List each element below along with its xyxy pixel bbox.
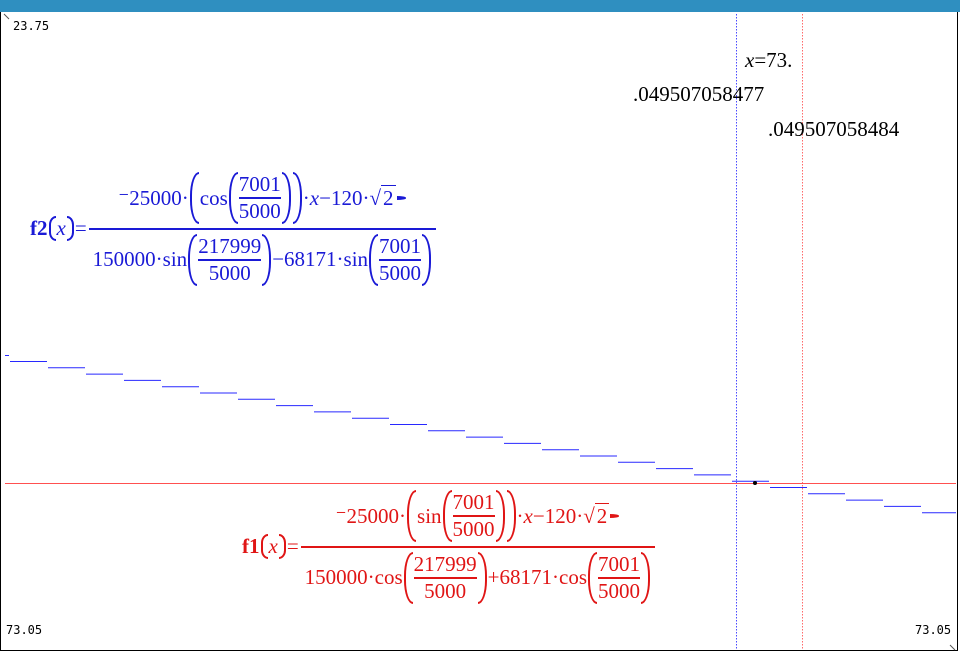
f1-num-tail: −120· xyxy=(532,503,584,528)
f2-num-tail: −120· xyxy=(319,185,370,210)
f1-numerator: ⁻25000· sin 7001 5000 · x −120· √ 2 xyxy=(331,490,624,546)
f1-den-func1: cos xyxy=(374,565,403,589)
f2-numerator: ⁻25000· cos 7001 5000 · x −120· √ 2 xyxy=(114,172,410,228)
f1-num-var: x xyxy=(523,503,533,528)
f2-fraction: ⁻25000· cos 7001 5000 · x −120· √ 2 150000· … xyxy=(88,172,437,286)
f2-num-dot: · xyxy=(302,185,310,210)
f1-num-frac-num: 7001 xyxy=(452,490,495,514)
x-trace-readout: x=73. xyxy=(745,48,792,73)
f2-den-mid: −68171· xyxy=(272,247,344,271)
f2-den-frac1-num: 217999 xyxy=(198,233,262,258)
f2-num-func: cos xyxy=(199,185,228,210)
f1-expression[interactable]: f1 x = ⁻25000· sin 7001 5000 · x −120· √ 2 xyxy=(242,490,656,604)
x-min-label: 73.05 xyxy=(6,623,43,637)
x-readout-var: x xyxy=(745,48,755,72)
f1-den-frac1-num: 217999 xyxy=(413,551,477,576)
intersection-point xyxy=(753,481,757,485)
f1-denominator: 150000· cos 217999 5000 +68171· cos 7001 5… xyxy=(301,548,655,604)
f2-graph xyxy=(5,355,956,514)
f2-num-var: x xyxy=(309,185,320,210)
f2-den-frac2-num: 7001 xyxy=(379,233,422,258)
f1-sqrt-arg: 2 xyxy=(594,503,610,528)
f1-num-frac-den: 5000 xyxy=(452,517,495,541)
title-bar xyxy=(0,0,960,12)
f2-den-frac1-den: 5000 xyxy=(208,260,251,285)
y-max-label: 23.75 xyxy=(13,19,50,33)
x-max-label: 73.05 xyxy=(915,623,952,637)
f1-name: f1 xyxy=(242,534,260,559)
f1-sqrt: √ 2 xyxy=(583,503,610,528)
f1-num-func: sin xyxy=(417,503,442,528)
corner-mark-top-left xyxy=(3,13,10,20)
f2-den-func1: sin xyxy=(162,247,188,271)
f1-den-func2: cos xyxy=(559,565,588,589)
f2-expression[interactable]: f2 x = ⁻25000· cos 7001 5000 · x −120· √ 2 xyxy=(30,172,437,286)
f2-name: f2 xyxy=(30,216,48,241)
graph-frame xyxy=(0,12,958,651)
f2-sqrt: √ 2 xyxy=(369,185,396,210)
f2-sqrt-arg: 2 xyxy=(381,185,396,210)
f1-var: x xyxy=(268,534,278,559)
f1-den-part1: 150000· xyxy=(304,565,375,589)
f1-fraction: ⁻25000· sin 7001 5000 · x −120· √ 2 150000· … xyxy=(300,490,656,604)
f1-den-frac1-den: 5000 xyxy=(424,578,467,603)
f2-den-part1: 150000· xyxy=(92,247,163,271)
f2-num-frac-den: 5000 xyxy=(238,199,281,223)
f1-den-frac2-num: 7001 xyxy=(598,551,641,576)
f2-num-coef: ⁻25000· xyxy=(118,185,189,210)
f1-den-frac2-den: 5000 xyxy=(598,578,641,603)
corner-mark-bottom-right xyxy=(949,644,956,651)
trace-value-f1: .049507058484 xyxy=(768,117,900,141)
f2-den-func2: sin xyxy=(343,247,369,271)
f2-denominator: 150000· sin 217999 5000 −68171· sin 7001 5… xyxy=(89,230,436,286)
f1-num-dot: · xyxy=(516,503,524,528)
f1-den-mid: +68171· xyxy=(487,565,560,589)
f2-den-frac2-den: 5000 xyxy=(379,260,422,285)
trace-value-f2: .049507058477 xyxy=(633,82,765,106)
f2-var: x xyxy=(56,216,66,241)
f1-num-coef: ⁻25000· xyxy=(335,503,407,528)
f2-num-frac-num: 7001 xyxy=(238,172,281,196)
x-readout-value: =73. xyxy=(754,48,793,72)
